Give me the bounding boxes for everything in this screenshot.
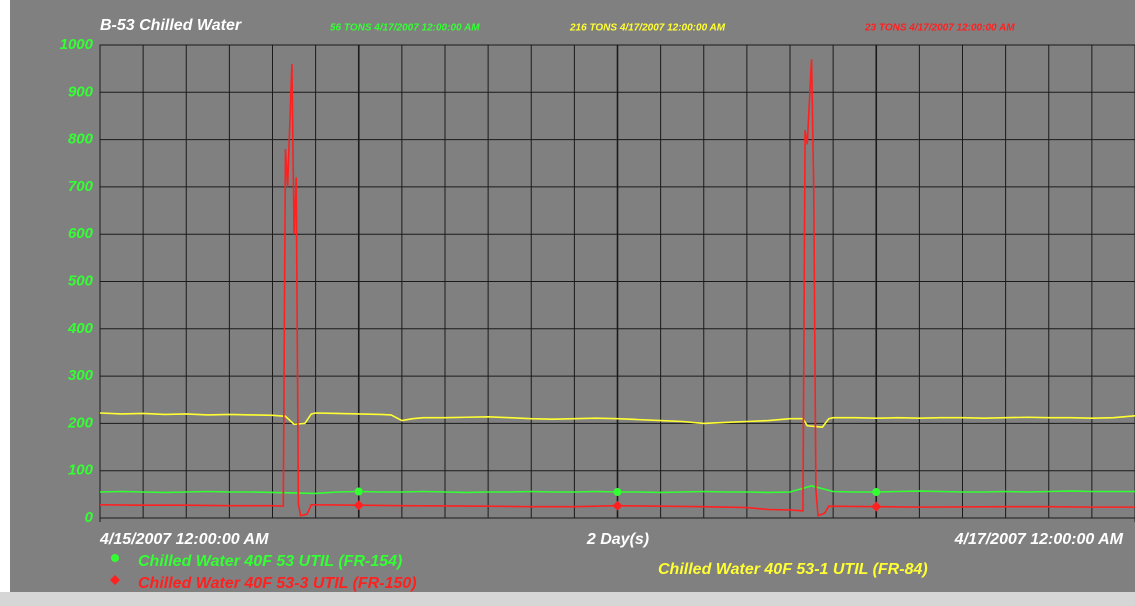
panel-background [10, 0, 1135, 592]
plot-area [99, 59, 1135, 517]
y-tick-label: 500 [68, 272, 94, 289]
y-tick-label: 800 [68, 131, 94, 148]
chart-title: B-53 Chilled Water [100, 17, 242, 34]
y-tick-label: 300 [68, 367, 94, 384]
point-marker [111, 554, 119, 562]
legend-entry: Chilled Water 40F 53-1 UTIL (FR-84) [658, 561, 928, 578]
current-reading: 56 TONS 4/17/2007 12:00:00 AM [330, 23, 480, 34]
grid [99, 44, 1135, 522]
point-marker [871, 501, 882, 512]
point-marker [613, 487, 622, 496]
point-marker [110, 575, 120, 585]
y-tick-label: 200 [67, 414, 94, 431]
y-tick-label: 0 [85, 509, 94, 526]
x-tick-label: 4/15/2007 12:00:00 AM [99, 531, 269, 548]
point-marker [353, 500, 364, 511]
y-tick-label: 400 [67, 320, 94, 337]
x-axis-label: 2 Day(s) [586, 531, 649, 548]
y-tick-label: 900 [68, 83, 94, 100]
series-line [99, 412, 1135, 429]
current-reading: 23 TONS 4/17/2007 12:00:00 AM [864, 23, 1015, 34]
y-tick-label: 700 [68, 178, 94, 195]
point-marker [354, 487, 363, 496]
bottom-strip [0, 592, 1135, 606]
current-reading: 216 TONS 4/17/2007 12:00:00 AM [569, 23, 726, 34]
point-marker [612, 500, 623, 511]
y-tick-label: 1000 [60, 36, 94, 53]
point-marker [872, 487, 881, 496]
legend-entry: Chilled Water 40F 53 UTIL (FR-154) [138, 553, 402, 570]
y-tick-label: 600 [68, 225, 94, 242]
x-tick-label: 4/17/2007 12:00:00 AM [954, 531, 1124, 548]
y-tick-label: 100 [68, 462, 94, 479]
legend-entry: Chilled Water 40F 53-3 UTIL (FR-150) [138, 575, 417, 592]
